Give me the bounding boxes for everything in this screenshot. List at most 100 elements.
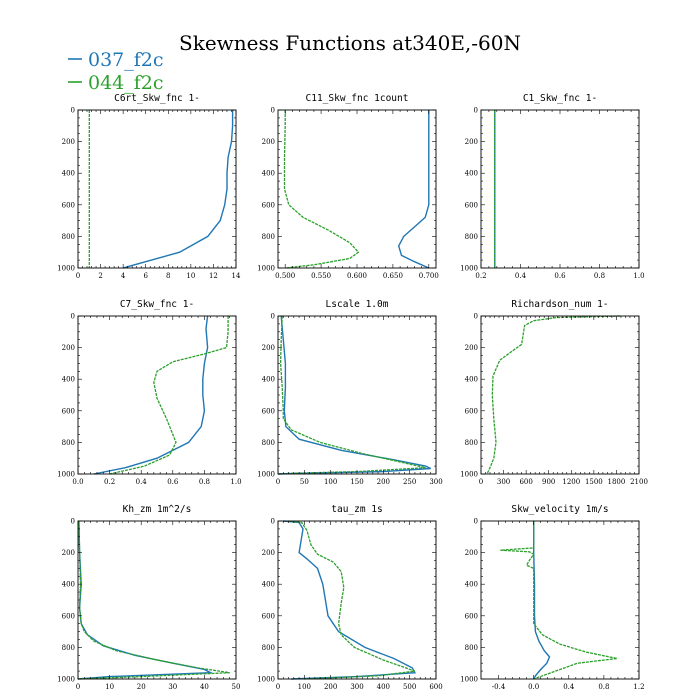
x-tick-label: 300: [429, 478, 442, 486]
x-tick-label: 0.4: [136, 478, 148, 486]
panel-2: C11_Skw_fnc 1count 0.500 0.550 0.600 0.650 0.…: [257, 93, 439, 280]
y-tick-label: 200: [465, 138, 478, 146]
y-tick-label: 200: [62, 344, 75, 352]
x-tick-label: 600: [429, 683, 442, 691]
y-tick-label: 0: [474, 518, 478, 526]
x-tick-label: 500: [403, 683, 416, 691]
y-tick-label: 800: [262, 644, 275, 652]
legend-entry-2: 044_f2c: [68, 72, 164, 94]
x-tick-label: 0.0: [528, 683, 539, 691]
x-tick-label: 100: [298, 683, 311, 691]
x-tick-label: 300: [497, 478, 510, 486]
y-tick-label: 0: [71, 313, 75, 321]
panel-grid: C6rt_Skw_fnc 1-0 2 4 6 8 10 12 1402004006008001…: [57, 93, 648, 691]
y-tick-label: 1000: [460, 265, 478, 273]
x-tick-label: 1.0: [633, 272, 644, 280]
panel-title: Kh_zm 1m^2/s: [123, 504, 192, 515]
series-line-1: [397, 110, 430, 269]
y-tick-label: 400: [62, 170, 75, 178]
panel-title: Lscale 1.0m: [326, 299, 389, 310]
y-tick-label: 800: [62, 644, 75, 652]
x-tick-label: 0: [76, 683, 80, 691]
legend-label-2: 044_f2c: [88, 72, 164, 94]
x-tick-label: 0: [479, 478, 483, 486]
y-tick-label: 200: [465, 549, 478, 557]
x-tick-label: 10: [105, 683, 114, 691]
x-tick-label: 6: [143, 272, 148, 280]
y-tick-label: 0: [474, 313, 478, 321]
y-tick-label: 200: [262, 138, 275, 146]
x-tick-label: 8: [166, 272, 170, 280]
x-tick-label: 0.500: [275, 272, 295, 280]
x-tick-label: 0.6: [554, 272, 566, 280]
panel-title: C7_Skw_fnc 1-: [120, 299, 194, 310]
x-tick-label: 150: [350, 478, 363, 486]
panel-9: Skw_velocity 1m/s -0.4 0.0 0.4 0.8 1.2 0 200 400…: [460, 504, 644, 691]
y-tick-label: 1000: [257, 471, 275, 479]
x-tick-label: 30: [168, 683, 177, 691]
y-tick-label: 400: [465, 170, 478, 178]
series-line-1: [93, 315, 209, 475]
x-tick-label: 1.0: [230, 478, 241, 486]
y-tick-label: 1000: [57, 265, 75, 273]
x-tick-label: 0: [276, 683, 280, 691]
x-tick-label: 40: [200, 683, 209, 691]
x-tick-label: 0.2: [104, 478, 115, 486]
y-tick-label: 600: [62, 612, 75, 620]
x-tick-label: 0: [76, 272, 80, 280]
y-tick-label: 200: [465, 344, 478, 352]
panel-1: C6rt_Skw_fnc 1- 0 2 4 6 8 10 12 14 0 200 400 600 800 1…: [57, 93, 241, 280]
y-tick-label: 0: [271, 313, 275, 321]
x-tick-label: 0.2: [475, 272, 486, 280]
x-tick-label: 4: [121, 272, 126, 280]
panel-title: Skw_velocity 1m/s: [511, 504, 608, 515]
series-line-1: [533, 521, 551, 680]
x-tick-label: 250: [403, 478, 416, 486]
series-line-2: [283, 110, 360, 269]
x-tick-label: 14: [232, 272, 241, 280]
y-tick-label: 400: [62, 581, 75, 589]
panel-5: Lscale 1.0m 0 50 100 150 200 250 300 0 200 400 600 8…: [257, 299, 443, 486]
x-tick-label: 0: [276, 478, 280, 486]
y-tick-label: 600: [262, 201, 275, 209]
panel-8: tau_zm 1s 0 100 200 300 400 500 600 0 200 400 600 80…: [257, 504, 443, 691]
x-tick-label: 100: [324, 478, 337, 486]
series-line-1: [122, 110, 234, 269]
y-tick-label: 0: [271, 518, 275, 526]
panel-title: C6rt_Skw_fnc 1-: [114, 93, 200, 104]
x-tick-label: 300: [350, 683, 363, 691]
y-tick-label: 800: [62, 233, 75, 241]
y-tick-label: 600: [465, 201, 478, 209]
panel-title: tau_zm 1s: [331, 504, 382, 515]
x-tick-label: 1200: [562, 478, 580, 486]
plot-frame: [77, 520, 237, 680]
panel-7: Kh_zm 1m^2/s 0 10 20 30 40 50 0 200 400 600 800 1000: [57, 504, 240, 691]
plot-frame: [277, 520, 437, 680]
series-line-1: [283, 520, 417, 680]
y-tick-label: 1000: [257, 676, 275, 684]
series-line-2: [288, 520, 416, 680]
plot-frame: [480, 109, 640, 269]
x-tick-label: 0.600: [347, 272, 367, 280]
plot-frame: [77, 109, 237, 269]
x-tick-label: 1800: [608, 478, 626, 486]
x-tick-label: 50: [300, 478, 309, 486]
y-tick-label: 400: [62, 376, 75, 384]
x-tick-label: 1500: [585, 478, 603, 486]
y-tick-label: 200: [62, 138, 75, 146]
x-tick-label: -0.4: [492, 683, 506, 691]
plot-frame: [480, 520, 640, 680]
series-line-1: [277, 315, 431, 475]
x-tick-label: 0.650: [383, 272, 403, 280]
series-line-2: [277, 315, 426, 475]
y-tick-label: 400: [465, 376, 478, 384]
x-tick-label: 1.2: [633, 683, 644, 691]
x-tick-label: 600: [519, 478, 532, 486]
y-tick-label: 200: [62, 549, 75, 557]
figure-title: Skewness Functions at340E,-60N: [179, 31, 521, 55]
y-tick-label: 800: [465, 439, 478, 447]
x-tick-label: 10: [186, 272, 195, 280]
legend: 037_f2c 044_f2c: [68, 49, 164, 94]
y-tick-label: 800: [262, 439, 275, 447]
